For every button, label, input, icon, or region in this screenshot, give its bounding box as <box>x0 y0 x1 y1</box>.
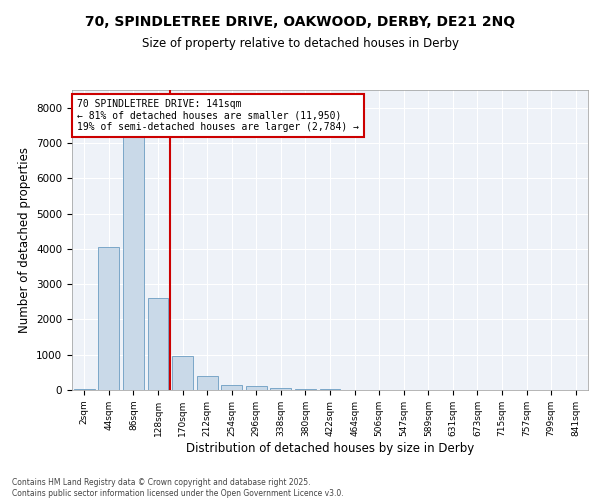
Bar <box>148 298 169 390</box>
Bar <box>295 389 316 390</box>
Text: Size of property relative to detached houses in Derby: Size of property relative to detached ho… <box>142 38 458 51</box>
Bar <box>123 132 144 390</box>
Text: 70, SPINDLETREE DRIVE, OAKWOOD, DERBY, DE21 2NQ: 70, SPINDLETREE DRIVE, OAKWOOD, DERBY, D… <box>85 15 515 29</box>
Bar <box>172 356 193 390</box>
Bar <box>98 247 119 390</box>
Bar <box>246 386 267 390</box>
Bar <box>197 376 218 390</box>
Y-axis label: Number of detached properties: Number of detached properties <box>17 147 31 333</box>
Text: 70 SPINDLETREE DRIVE: 141sqm
← 81% of detached houses are smaller (11,950)
19% o: 70 SPINDLETREE DRIVE: 141sqm ← 81% of de… <box>77 99 359 132</box>
Text: Contains HM Land Registry data © Crown copyright and database right 2025.
Contai: Contains HM Land Registry data © Crown c… <box>12 478 344 498</box>
Bar <box>271 388 292 390</box>
Bar <box>221 384 242 390</box>
X-axis label: Distribution of detached houses by size in Derby: Distribution of detached houses by size … <box>186 442 474 454</box>
